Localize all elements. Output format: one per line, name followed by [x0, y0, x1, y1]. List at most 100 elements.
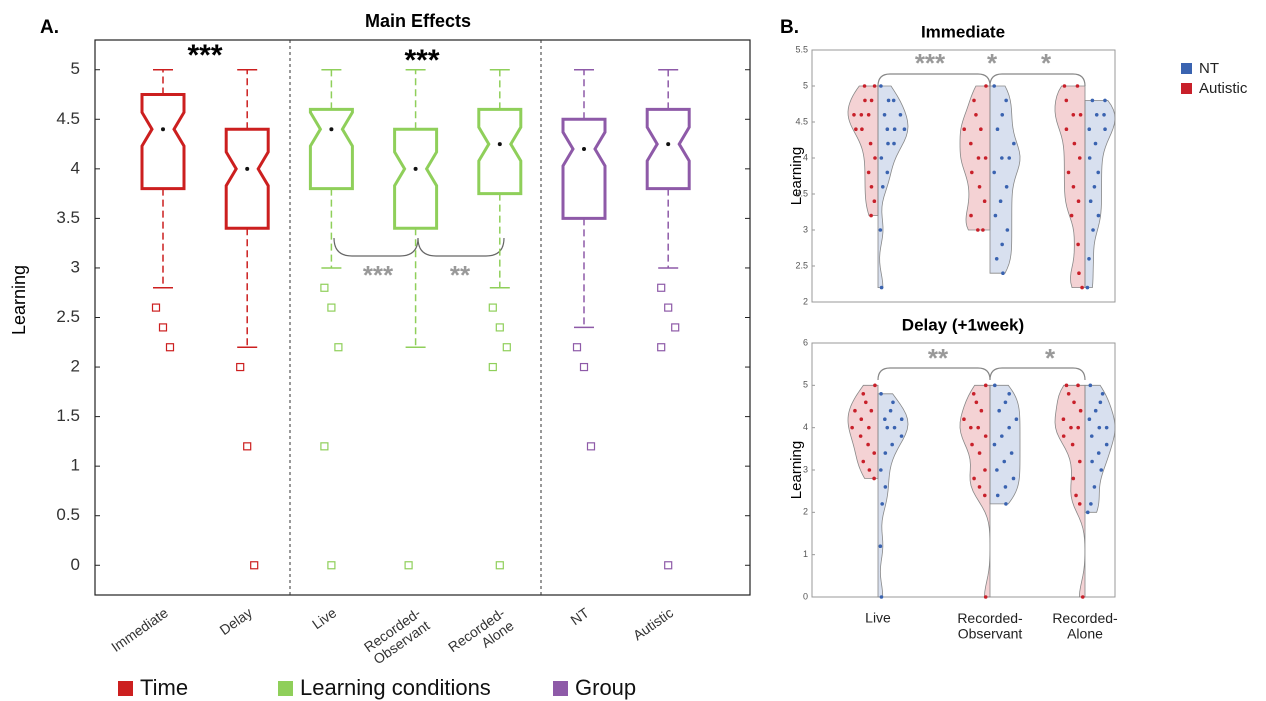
y-tick-label: 6: [803, 337, 808, 347]
data-point: [1061, 434, 1066, 438]
data-point: [979, 127, 983, 131]
data-point: [983, 434, 988, 438]
data-point: [882, 113, 887, 117]
data-point: [1077, 271, 1081, 276]
significance-label: ***: [404, 44, 439, 77]
data-point: [1093, 408, 1098, 413]
data-point: [879, 84, 883, 88]
box: [393, 127, 439, 230]
outlier: [488, 303, 497, 312]
data-point: [998, 199, 1003, 203]
median-dot: [161, 127, 165, 132]
data-point: [1011, 476, 1016, 481]
data-point: [1002, 459, 1007, 464]
data-point: [1075, 84, 1080, 88]
x-tick-label: Recorded-Observant: [361, 604, 433, 667]
data-point: [1071, 476, 1076, 481]
data-point: [1089, 502, 1093, 506]
y-tick-label: 3: [803, 224, 808, 234]
chart-title: Delay (+1week): [902, 315, 1024, 334]
data-point: [883, 417, 887, 422]
data-point: [899, 417, 904, 422]
violin-half: [1084, 100, 1116, 288]
violin-half: [1084, 384, 1116, 513]
data-point: [1064, 98, 1069, 103]
data-point: [969, 425, 973, 430]
data-point: [977, 485, 982, 489]
significance-label: **: [928, 343, 949, 373]
median-dot: [329, 127, 334, 132]
data-point: [1077, 459, 1082, 464]
data-point: [859, 113, 864, 117]
data-point: [1103, 98, 1107, 103]
y-tick-label: 2.5: [56, 307, 80, 326]
chart-title: Main Effects: [365, 11, 471, 31]
box: [477, 107, 523, 196]
data-point: [977, 185, 982, 189]
data-point: [1069, 425, 1073, 430]
violin-half: [959, 85, 991, 231]
data-point: [1078, 408, 1083, 413]
data-point: [872, 476, 876, 481]
data-point: [891, 400, 895, 405]
data-point: [892, 127, 897, 131]
x-tick-label: Autistic: [630, 604, 676, 643]
data-point: [1094, 113, 1099, 117]
x-tick-label: Live: [309, 604, 339, 632]
data-point: [890, 442, 894, 447]
data-point: [1009, 451, 1014, 455]
data-point: [1074, 493, 1078, 498]
data-point: [891, 98, 896, 103]
data-point: [868, 141, 873, 146]
data-point: [862, 84, 867, 88]
y-tick-label: 0.5: [56, 505, 80, 524]
significance-label: ***: [363, 260, 394, 290]
data-point: [1090, 98, 1095, 103]
legend-swatch: [118, 681, 133, 696]
data-point: [1098, 400, 1103, 405]
y-tick-label: 4.5: [795, 116, 808, 126]
plot-frame: [94, 39, 751, 596]
data-point: [879, 156, 884, 160]
data-point: [853, 408, 857, 413]
y-tick-label: 2.5: [795, 260, 808, 270]
data-point: [1007, 156, 1012, 160]
data-point: [1085, 510, 1090, 515]
x-tick-label: Recorded-Observant: [957, 610, 1023, 641]
data-point: [971, 392, 976, 396]
data-point: [976, 425, 980, 430]
data-point: [1005, 228, 1010, 232]
data-point: [1004, 98, 1008, 103]
data-point: [888, 408, 893, 413]
legend-label: Autistic: [1199, 80, 1248, 97]
outlier: [657, 343, 666, 352]
data-point: [994, 257, 999, 261]
data-point: [1096, 451, 1101, 455]
data-point: [1100, 392, 1105, 396]
data-point: [972, 98, 976, 103]
x-tick-label: Live: [865, 610, 891, 626]
data-point: [872, 84, 877, 88]
data-point: [1092, 185, 1097, 189]
data-point: [872, 451, 877, 455]
y-tick-label: 2: [803, 507, 808, 517]
data-point: [1000, 113, 1005, 117]
data-point: [1000, 242, 1004, 247]
median-dot: [666, 142, 671, 147]
data-point: [869, 98, 874, 103]
data-point: [974, 400, 979, 405]
data-point: [866, 113, 871, 117]
legend-swatch: [1181, 63, 1192, 74]
data-point: [850, 425, 854, 430]
y-tick-label: 1: [71, 456, 80, 475]
significance-bracket: [877, 367, 1086, 381]
data-point: [1077, 502, 1082, 506]
data-point: [1092, 485, 1097, 489]
data-point: [873, 383, 877, 388]
y-axis-label: Learning: [788, 441, 805, 499]
outlier: [495, 323, 504, 332]
data-point: [992, 383, 997, 388]
data-point: [1003, 400, 1008, 405]
outlier: [586, 442, 596, 451]
violin-half: [847, 85, 879, 216]
